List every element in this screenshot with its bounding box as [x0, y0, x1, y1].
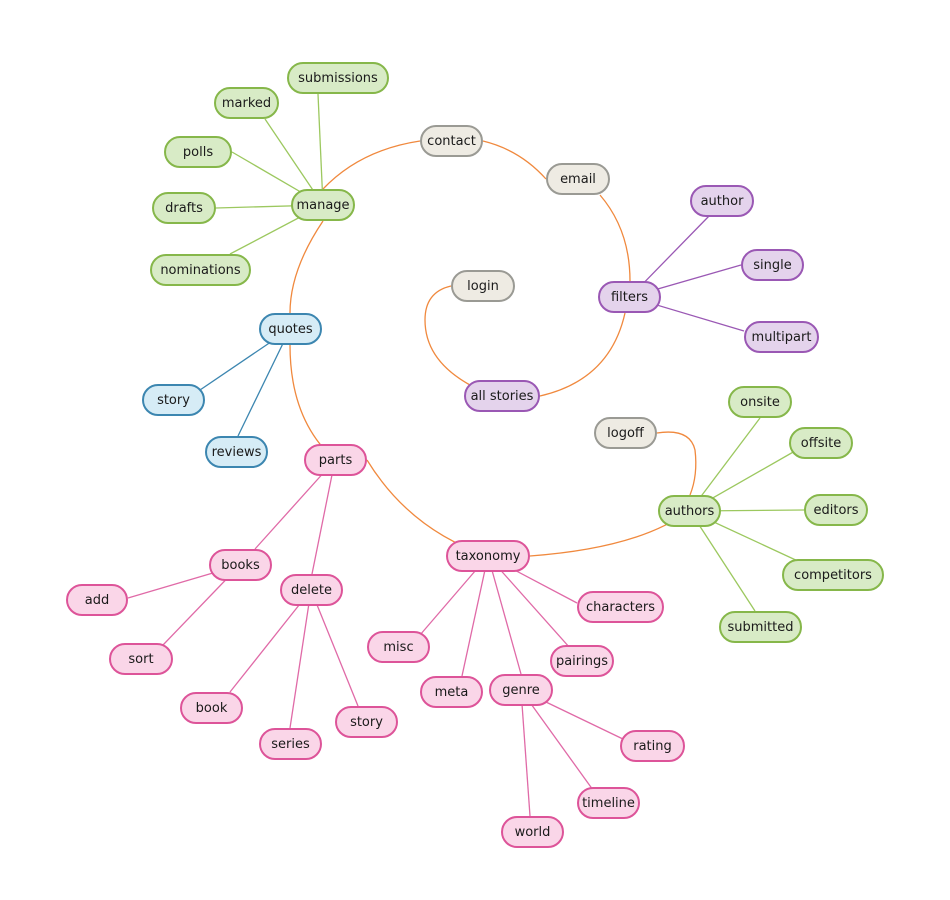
node-parts[interactable]: parts [304, 444, 367, 476]
node-meta[interactable]: meta [420, 676, 483, 708]
edge-delete-book [229, 589, 312, 693]
node-add[interactable]: add [66, 584, 128, 616]
node-competitors[interactable]: competitors [782, 559, 884, 591]
node-offsite[interactable]: offsite [789, 427, 853, 459]
edge-manage-quotes [289, 220, 324, 314]
node-single[interactable]: single [741, 249, 804, 281]
node-quotes-story[interactable]: story [142, 384, 205, 416]
node-reviews[interactable]: reviews [205, 436, 268, 468]
node-filters[interactable]: filters [598, 281, 661, 313]
edge-delete-series [289, 589, 312, 729]
edge-contact-email [482, 140, 547, 180]
node-polls[interactable]: polls [164, 136, 232, 168]
node-books[interactable]: books [209, 549, 272, 581]
node-misc[interactable]: misc [367, 631, 430, 663]
node-submitted[interactable]: submitted [719, 611, 802, 643]
node-taxonomy[interactable]: taxonomy [446, 540, 530, 572]
parts-taxonomy-connections [127, 459, 626, 817]
node-rating[interactable]: rating [620, 730, 685, 762]
edge-authors-submitted [689, 510, 756, 612]
edge-genre-world [520, 689, 531, 817]
node-editors[interactable]: editors [804, 494, 868, 526]
edge-delete-story [310, 589, 359, 707]
node-book[interactable]: book [180, 692, 243, 724]
node-contact[interactable]: contact [420, 125, 483, 157]
edge-taxonomy-genre [487, 555, 522, 675]
edge-parts-delete [311, 459, 336, 575]
node-nominations[interactable]: nominations [150, 254, 251, 286]
node-delete[interactable]: delete [280, 574, 343, 606]
node-pairings[interactable]: pairings [550, 645, 614, 677]
node-submissions[interactable]: submissions [287, 62, 389, 94]
node-onsite[interactable]: onsite [728, 386, 792, 418]
edge-genre-timeline [520, 689, 594, 791]
node-authors[interactable]: authors [658, 495, 721, 527]
edge-manage-submissions [317, 93, 324, 206]
node-parts-story[interactable]: story [335, 706, 398, 738]
node-logoff[interactable]: logoff [594, 417, 657, 449]
node-drafts[interactable]: drafts [152, 192, 216, 224]
node-all-stories[interactable]: all stories [464, 380, 540, 412]
node-multipart[interactable]: multipart [744, 321, 819, 353]
node-login[interactable]: login [451, 270, 515, 302]
edge-quotes-parts [289, 344, 336, 461]
edge-manage-contact [322, 140, 421, 190]
edge-filters-allstories [539, 312, 626, 397]
node-sort[interactable]: sort [109, 643, 173, 675]
edge-allstories-login [424, 285, 471, 386]
filters-connections [629, 214, 745, 332]
quotes-connections [199, 328, 291, 437]
node-email[interactable]: email [546, 163, 610, 195]
node-series[interactable]: series [259, 728, 322, 760]
node-genre[interactable]: genre [489, 674, 553, 706]
node-author[interactable]: author [690, 185, 754, 217]
edge-quotes-reviews [237, 328, 291, 437]
node-timeline[interactable]: timeline [577, 787, 640, 819]
edge-email-filters [599, 194, 631, 282]
node-quotes[interactable]: quotes [259, 313, 322, 345]
node-characters[interactable]: characters [577, 591, 664, 623]
node-manage[interactable]: manage [291, 189, 355, 221]
edge-logoff-authors [656, 431, 697, 496]
edge-taxonomy-meta [461, 555, 489, 677]
node-marked[interactable]: marked [214, 87, 279, 119]
node-world[interactable]: world [501, 816, 564, 848]
